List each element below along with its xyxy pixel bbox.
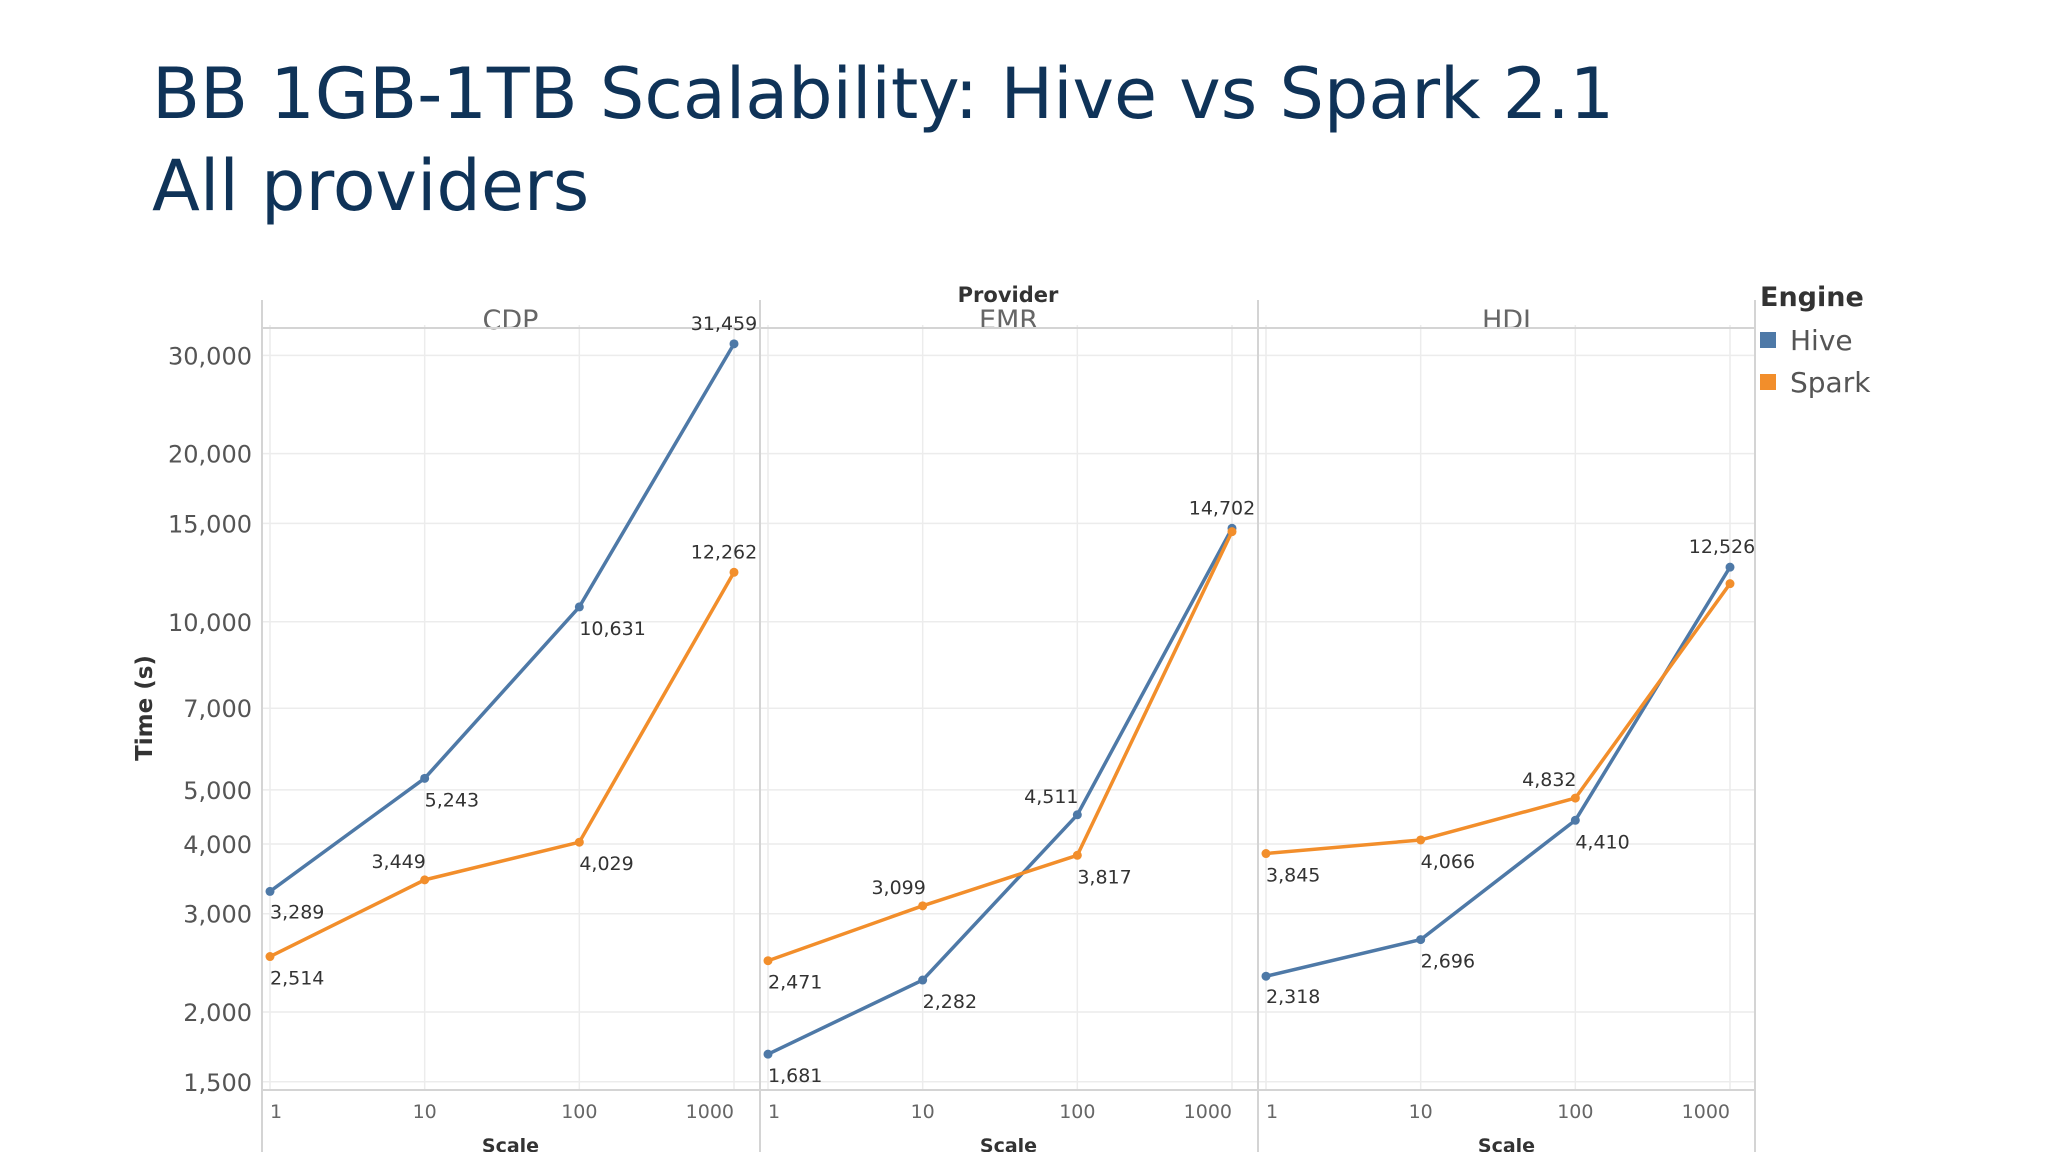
data-point-emr-hive — [763, 1049, 773, 1059]
data-point-hdi-hive — [1725, 562, 1735, 572]
slide-title-line-2: All providers — [152, 145, 590, 227]
data-point-cdp-hive — [729, 339, 739, 349]
x-tick-label: 100 — [1557, 1101, 1593, 1123]
data-point-hdi-hive — [1261, 971, 1271, 981]
y-tick-label: 2,000 — [183, 999, 252, 1027]
series-line-emr-spark — [767, 530, 1234, 963]
data-label: 3,817 — [1077, 866, 1131, 888]
data-label: 1,681 — [768, 1065, 822, 1087]
x-axis-label: Scale — [1478, 1135, 1535, 1152]
series-line-hdi-hive — [1265, 566, 1732, 978]
data-point-cdp-spark — [265, 952, 275, 962]
legend-swatch-hive — [1760, 332, 1776, 348]
data-point-emr-hive — [1072, 810, 1082, 820]
slide-title-line-1: BB 1GB-1TB Scalability: Hive vs Spark 2.… — [152, 53, 1615, 135]
data-point-cdp-spark — [729, 567, 739, 577]
data-point-cdp-spark — [574, 837, 584, 847]
data-point-hdi-hive — [1416, 935, 1426, 945]
series-line-cdp-spark — [269, 571, 736, 959]
data-point-hdi-spark — [1725, 579, 1735, 589]
data-label: 2,471 — [768, 972, 822, 994]
legend-label-hive: Hive — [1790, 323, 1853, 357]
legend-item-hive[interactable]: Hive — [1760, 319, 1870, 361]
x-tick-label: 100 — [561, 1101, 597, 1123]
y-tick-label: 4,000 — [183, 831, 252, 859]
legend-item-spark[interactable]: Spark — [1760, 361, 1870, 403]
data-point-hdi-spark — [1416, 835, 1426, 845]
x-tick-label: 10 — [1409, 1101, 1433, 1123]
data-label: 31,459 — [691, 313, 757, 335]
data-label: 4,066 — [1421, 851, 1475, 873]
data-point-cdp-hive — [574, 602, 584, 612]
data-point-emr-spark — [918, 901, 928, 911]
data-label: 5,243 — [425, 789, 479, 811]
y-tick-label: 10,000 — [168, 609, 252, 637]
legend-swatch-spark — [1760, 374, 1776, 390]
y-tick-label: 1,500 — [183, 1069, 252, 1097]
data-point-emr-hive — [918, 975, 928, 985]
data-label: 10,631 — [579, 618, 645, 640]
data-point-hdi-hive — [1570, 815, 1580, 825]
x-tick-label: 1 — [270, 1101, 282, 1123]
x-tick-label: 1 — [768, 1101, 780, 1123]
y-tick-label: 15,000 — [168, 510, 252, 538]
data-label: 2,282 — [923, 991, 977, 1013]
panel-header-hdi: HDI — [1482, 305, 1531, 336]
data-label: 3,449 — [371, 851, 425, 873]
data-point-hdi-spark — [1261, 849, 1271, 859]
y-tick-label: 3,000 — [183, 901, 252, 929]
series-line-cdp-hive — [268, 342, 736, 893]
x-tick-label: 1 — [1266, 1101, 1278, 1123]
slide-title: BB 1GB-1TB Scalability: Hive vs Spark 2.… — [152, 48, 1614, 232]
data-point-cdp-hive — [265, 886, 275, 896]
data-label: 3,845 — [1266, 865, 1320, 887]
data-label: 4,832 — [1522, 769, 1576, 791]
data-point-hdi-spark — [1570, 793, 1580, 803]
legend: Engine Hive Spark — [1760, 282, 1870, 403]
y-tick-label: 7,000 — [183, 695, 252, 723]
provider-header: Provider — [958, 283, 1059, 307]
data-label: 2,514 — [270, 968, 324, 990]
series-line-emr-hive — [767, 527, 1234, 1056]
data-label: 2,696 — [1421, 951, 1475, 973]
x-axis-label: Scale — [482, 1135, 539, 1152]
x-tick-label: 1000 — [1682, 1101, 1730, 1123]
x-tick-label: 10 — [413, 1101, 437, 1123]
x-tick-label: 10 — [911, 1101, 935, 1123]
y-tick-label: 5,000 — [183, 777, 252, 805]
x-tick-label: 1000 — [686, 1101, 734, 1123]
y-axis-label: Time (s) — [132, 655, 158, 761]
data-label: 3,289 — [270, 901, 324, 923]
y-tick-label: 20,000 — [168, 441, 252, 469]
series-line-hdi-spark — [1265, 582, 1732, 856]
data-label: 12,262 — [691, 541, 757, 563]
data-point-emr-spark — [763, 956, 773, 966]
data-point-cdp-hive — [420, 773, 430, 783]
legend-label-spark: Spark — [1790, 365, 1871, 399]
data-point-emr-spark — [1227, 527, 1237, 537]
data-label: 4,410 — [1575, 831, 1629, 853]
panel-header-emr: EMR — [979, 305, 1038, 336]
data-label: 2,318 — [1266, 986, 1320, 1008]
data-label: 14,702 — [1189, 497, 1255, 519]
legend-title: Engine — [1760, 282, 1864, 313]
data-label: 3,099 — [871, 877, 925, 899]
panel-header-cdp: CDP — [483, 305, 539, 336]
x-axis-label: Scale — [980, 1135, 1037, 1152]
data-label: 4,511 — [1024, 786, 1078, 808]
data-point-cdp-spark — [420, 875, 430, 885]
data-label: 12,526 — [1689, 536, 1755, 558]
y-tick-label: 30,000 — [168, 342, 252, 370]
data-label: 4,029 — [579, 853, 633, 875]
x-tick-label: 1000 — [1184, 1101, 1232, 1123]
data-point-emr-spark — [1072, 850, 1082, 860]
x-tick-label: 100 — [1059, 1101, 1095, 1123]
